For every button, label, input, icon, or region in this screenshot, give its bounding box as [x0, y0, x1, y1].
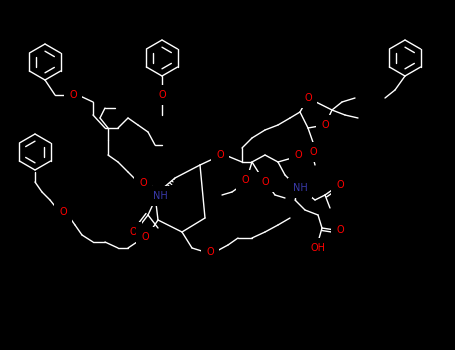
Text: O: O: [206, 247, 214, 257]
Text: O: O: [158, 90, 166, 100]
Text: O: O: [241, 175, 249, 185]
Text: O: O: [336, 180, 344, 190]
Text: OH: OH: [310, 243, 325, 253]
Text: O: O: [321, 120, 329, 130]
Text: O: O: [336, 225, 344, 235]
Text: O: O: [59, 207, 67, 217]
Text: O: O: [139, 178, 147, 188]
Text: O: O: [294, 150, 302, 160]
Text: NH: NH: [293, 183, 308, 193]
Text: O: O: [304, 93, 312, 103]
Text: O: O: [141, 232, 149, 242]
Text: O: O: [261, 177, 269, 187]
Text: O: O: [216, 150, 224, 160]
Polygon shape: [146, 183, 155, 195]
Text: NH: NH: [152, 191, 167, 201]
Text: O: O: [129, 227, 137, 237]
Text: O: O: [69, 90, 77, 100]
Text: O: O: [309, 147, 317, 157]
